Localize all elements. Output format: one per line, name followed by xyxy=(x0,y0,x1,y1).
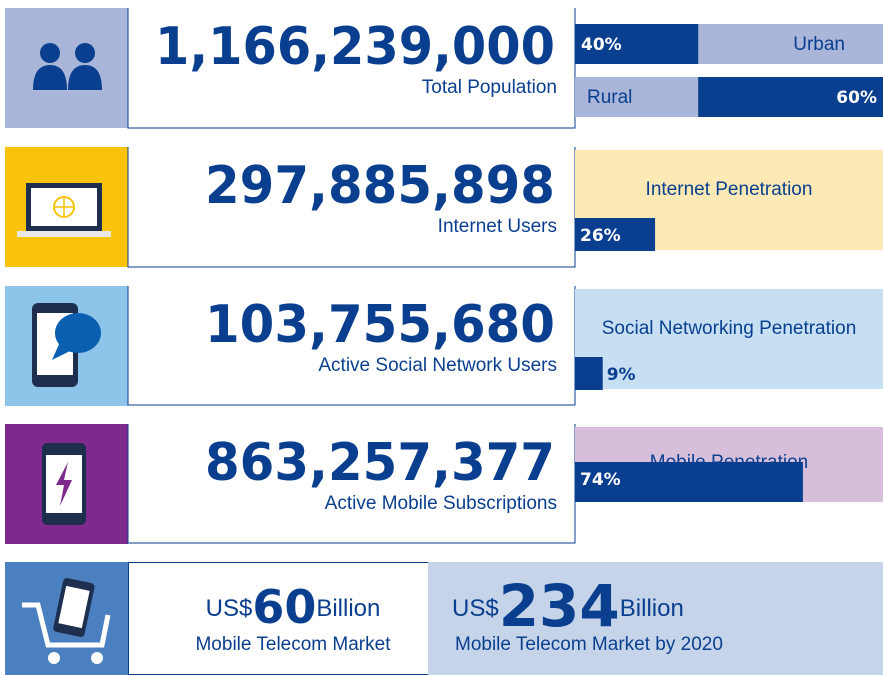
icon-box xyxy=(5,8,128,128)
penetration-bg xyxy=(575,289,883,389)
mobile-icon xyxy=(42,443,86,525)
market-box xyxy=(428,562,883,675)
market-label: Mobile Telecom Market xyxy=(195,634,391,655)
market-amount: 234 xyxy=(499,572,620,640)
market-label: Mobile Telecom Market by 2020 xyxy=(455,634,723,655)
cart-icon xyxy=(22,578,111,664)
split-percent: 40% xyxy=(581,35,622,55)
split-bar xyxy=(698,77,883,117)
split-name: Urban xyxy=(793,34,845,55)
penetration-percent: 9% xyxy=(607,365,636,385)
penetration-bar xyxy=(575,218,656,251)
penetration-title: Social Networking Penetration xyxy=(602,318,857,339)
number-label: Active Social Network Users xyxy=(318,355,557,376)
split-percent: 60% xyxy=(836,88,877,108)
number-label: Total Population xyxy=(422,77,557,98)
big-number: 863,257,377 xyxy=(205,433,555,493)
split-bar xyxy=(575,24,699,64)
penetration-bar xyxy=(575,357,603,390)
market-amount: 60 xyxy=(252,580,316,634)
people-icon xyxy=(33,43,102,90)
frame xyxy=(128,562,429,675)
penetration-title: Internet Penetration xyxy=(646,179,813,200)
big-number: 1,166,239,000 xyxy=(155,17,555,77)
big-number: 103,755,680 xyxy=(205,295,555,355)
penetration-percent: 26% xyxy=(580,226,621,246)
phone-chat-icon xyxy=(32,303,101,387)
big-number: 297,885,898 xyxy=(205,156,555,216)
market-unit: Billion xyxy=(620,595,684,622)
laptop-icon xyxy=(17,183,111,237)
penetration-bar xyxy=(575,462,803,502)
market-prefix: US$ xyxy=(452,595,499,622)
market-value: US$234Billion xyxy=(452,572,684,640)
frame xyxy=(127,8,576,129)
market-unit: Billion xyxy=(316,595,380,622)
split-name: Rural xyxy=(587,87,632,108)
market-prefix: US$ xyxy=(206,595,253,622)
penetration-percent: 74% xyxy=(580,470,621,490)
number-label: Active Mobile Subscriptions xyxy=(325,493,557,514)
market-value: US$60Billion xyxy=(206,580,381,634)
number-label: Internet Users xyxy=(438,216,557,237)
